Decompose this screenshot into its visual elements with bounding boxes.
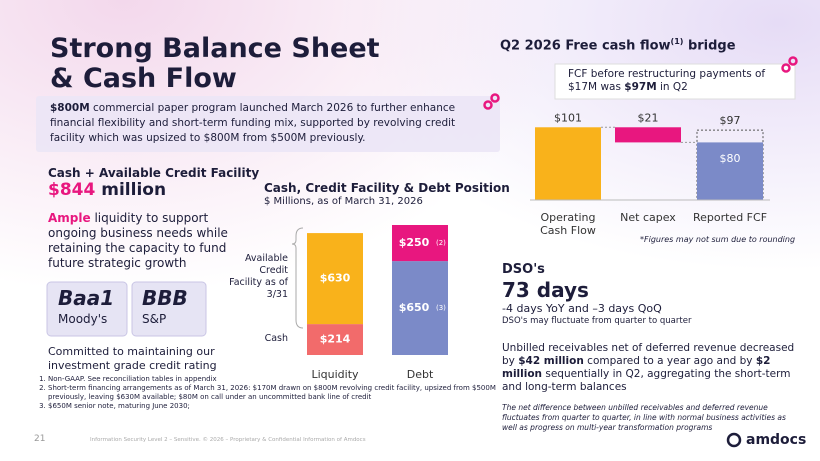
x-tick-label: Debt	[407, 368, 434, 381]
footnote: Short-term financing arrangements as of …	[48, 384, 508, 402]
rating-agency: S&P	[142, 312, 167, 326]
chart-subtitle: $ Millions, as of March 31, 2026	[264, 196, 423, 207]
title-note: (1)	[670, 37, 684, 46]
x-tick-label: Operating Cash Flow	[540, 211, 596, 237]
bar	[697, 142, 763, 200]
dso-change: -4 days YoY and –3 days QoQ	[502, 302, 662, 315]
bar-segment	[307, 324, 363, 355]
page-number: 21	[34, 434, 46, 444]
dso-paragraph: Unbilled receivables net of deferred rev…	[502, 342, 802, 394]
bold: $2 million	[502, 355, 771, 380]
rating-box	[46, 281, 128, 337]
rating-agency: Moody's	[58, 312, 108, 326]
value-label: $250	[399, 236, 430, 249]
series-label: Available Credit Facility as of 3/31	[229, 252, 288, 300]
bar-segment	[392, 261, 448, 355]
dso-value: 73 days	[502, 278, 589, 302]
bold: $42 million	[518, 355, 584, 367]
footnotes: Non-GAAP. See reconciliation tables in a…	[18, 375, 508, 411]
note-end: in Q2	[656, 81, 688, 93]
amount: $844	[48, 180, 96, 200]
rating-grade: Baa1	[58, 286, 115, 310]
liquidity-body: liquidity to support ongoing business ne…	[48, 211, 228, 270]
chart-title: Cash, Credit Facility & Debt Position	[264, 181, 510, 195]
rating-box	[131, 281, 207, 337]
callout-box	[36, 96, 500, 152]
x-tick-label: Liquidity	[311, 368, 359, 381]
value-label: $80	[720, 152, 741, 165]
commitment: Committed to maintaining our investment …	[48, 345, 217, 372]
liquidity-heading: Cash + Available Credit Facility	[48, 166, 260, 180]
callout-bold: $800M	[50, 102, 90, 114]
unit: million	[95, 180, 167, 200]
bracket	[291, 227, 304, 329]
callout-text: commercial paper program launched March …	[50, 102, 456, 144]
title-text: Q2 2026 Free cash flow	[500, 38, 671, 54]
bar	[615, 127, 681, 143]
logo: amdocs	[746, 432, 807, 448]
bar-segment	[307, 233, 363, 325]
note-text: FCF before restructuring payments of $17…	[568, 68, 766, 93]
x-tick-label: Reported FCF	[692, 211, 768, 224]
note-bold: $97M	[624, 81, 657, 93]
value-label: $214	[320, 333, 351, 346]
value-label: $97	[720, 114, 741, 127]
series-label: Cash	[264, 332, 288, 344]
liquidity-text: Ample liquidity to support ongoing busin…	[48, 211, 248, 271]
text: Unbilled receivables net of deferred rev…	[502, 342, 795, 367]
chart-title: Q2 2026 Free cash flow(1) bridge	[500, 37, 736, 53]
text: sequentially in Q2, aggregating the shor…	[502, 368, 791, 393]
chart-footnote: *Figures may not sum due to rounding	[640, 235, 796, 244]
liquidity-bold: Ample	[48, 211, 91, 225]
title: Strong Balance Sheet & Cash Flow	[50, 33, 380, 94]
value-label: $630	[320, 272, 351, 285]
value-label: $101	[554, 111, 582, 124]
value-label: $21	[638, 111, 659, 124]
footnote: Non-GAAP. See reconciliation tables in a…	[48, 375, 508, 384]
label-note: (3)	[436, 304, 446, 312]
dso-note: DSO's may fluctuate from quarter to quar…	[502, 316, 692, 326]
bar	[535, 127, 601, 200]
title-end: bridge	[683, 38, 736, 54]
callout: $800M commercial paper program launched …	[50, 101, 490, 146]
x-tick-label: Net capex	[620, 211, 676, 224]
dso-italic: The net difference between unbilled rece…	[502, 403, 786, 432]
logo-icon	[726, 432, 742, 448]
footnote: $650M senior note, maturing June 2030;	[48, 402, 508, 411]
bar-segment	[392, 225, 448, 262]
liquidity-amount: $844 million	[48, 180, 166, 200]
chart-note: FCF before restructuring payments of $17…	[568, 68, 793, 94]
note-box	[554, 63, 796, 100]
value-label: $650	[399, 301, 430, 314]
text: compared to a year ago and by	[583, 355, 756, 367]
label-note: (2)	[436, 239, 446, 247]
dso-heading: DSO's	[502, 262, 545, 277]
rating-grade: BBB	[142, 286, 188, 310]
link-icon	[483, 56, 798, 110]
footer-text: Information Security Level 2 – Sensitive…	[90, 437, 366, 443]
